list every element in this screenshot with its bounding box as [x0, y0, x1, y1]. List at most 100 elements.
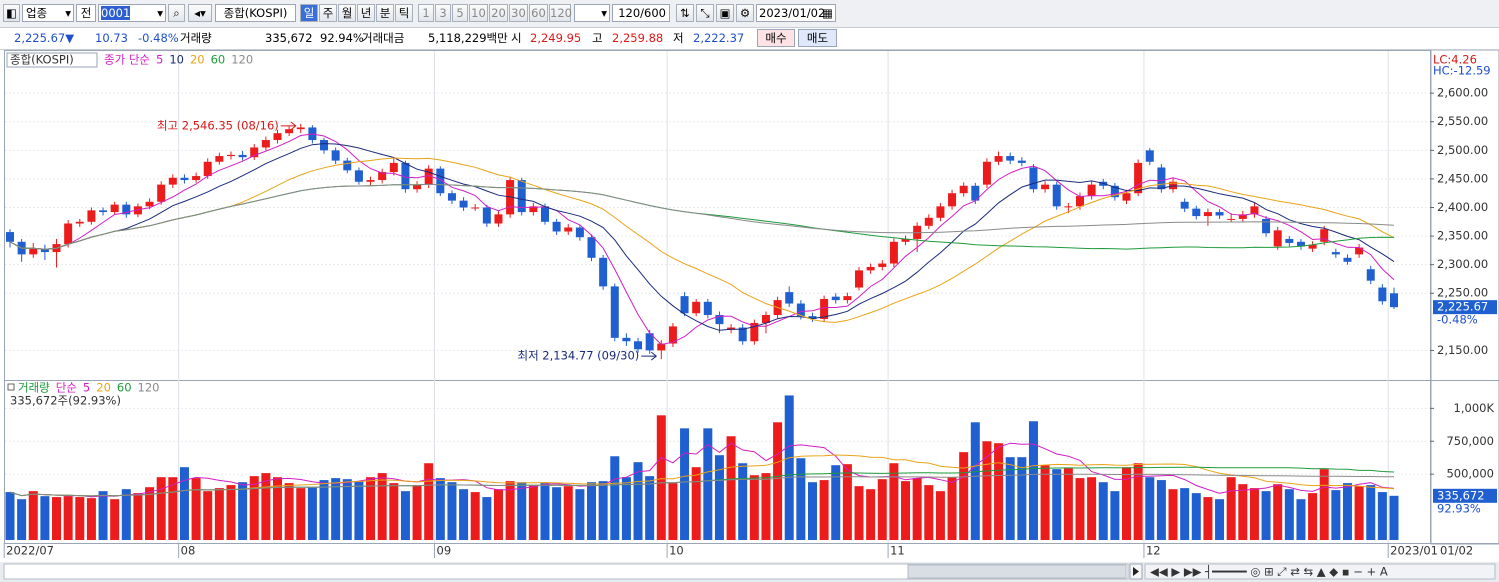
change: 10.73 — [95, 31, 128, 45]
volume-bar — [645, 476, 655, 540]
candle-body — [1017, 160, 1026, 163]
volume-bar — [1331, 490, 1341, 540]
volume-bar — [435, 478, 445, 540]
candle-body — [424, 168, 433, 185]
volume-bar — [86, 498, 96, 540]
last-volume-pct: 92.93% — [1437, 501, 1481, 515]
prefix[interactable]: 전 — [76, 4, 96, 22]
candle-body — [1227, 218, 1236, 220]
volume-bar — [52, 497, 62, 540]
scroll-track[interactable] — [3, 563, 1129, 580]
volume-bar — [261, 473, 271, 540]
candle-body — [517, 180, 526, 213]
period-button[interactable]: 틱 — [395, 4, 413, 22]
minute-button[interactable]: 3 — [435, 4, 451, 22]
candle-body — [1285, 238, 1294, 243]
candle-body — [250, 147, 259, 158]
volume-bar — [924, 485, 934, 540]
market-select[interactable]: 업종 ▾ — [22, 4, 74, 22]
candle-body — [320, 140, 329, 151]
candle-body — [1110, 185, 1119, 198]
minute-select[interactable]: ▾ — [574, 4, 610, 22]
candle-body — [727, 327, 736, 330]
volume-bar — [714, 455, 724, 540]
volume-bar — [656, 415, 666, 540]
legend-label: 단순 — [56, 381, 77, 395]
volume-bar — [319, 480, 329, 540]
date-input[interactable]: 2023/01/02 ▦ — [756, 4, 836, 22]
minute-button[interactable]: 30 — [509, 4, 528, 22]
save-icon[interactable]: ▣ — [716, 4, 734, 22]
volume-bar — [447, 482, 457, 540]
volume-pct: 92.94% — [320, 31, 364, 45]
volume-bar — [75, 497, 85, 540]
candle-body — [296, 127, 305, 130]
volume-bar — [226, 485, 236, 540]
minute-button[interactable]: 120 — [549, 4, 572, 22]
minute-button[interactable]: 1 — [418, 4, 434, 22]
minute-button[interactable]: 5 — [452, 4, 468, 22]
candle-body — [1273, 230, 1282, 247]
search-button[interactable]: ⌕ — [168, 4, 185, 22]
period-button[interactable]: 월 — [338, 4, 356, 22]
y-tick-label: 500,000 — [1446, 467, 1494, 481]
volume-bar — [1028, 421, 1038, 540]
minute-button[interactable]: 20 — [489, 4, 508, 22]
period-button[interactable]: 분 — [376, 4, 394, 22]
volume-bar — [1052, 469, 1062, 540]
candle-body — [738, 327, 747, 342]
candle-body — [843, 296, 852, 301]
volume-bar — [959, 452, 969, 540]
volume-bar — [528, 485, 538, 540]
candle-body — [1355, 247, 1364, 255]
volume-bar — [1296, 499, 1306, 540]
volume-bar — [633, 462, 643, 540]
sell-button[interactable]: 매도 — [798, 29, 837, 47]
code-input[interactable]: 0001 ▾ — [98, 4, 166, 22]
x-tick-label: 10 — [669, 544, 684, 558]
candle-body — [1250, 206, 1259, 215]
zoom-controls[interactable] — [1144, 563, 1496, 580]
candle-body — [203, 161, 212, 177]
legend-label: 종가 단순 — [104, 53, 150, 67]
volume-bar — [482, 497, 492, 540]
volume-bar — [493, 489, 503, 540]
period-button[interactable]: 일 — [300, 4, 318, 22]
volume-bar — [1063, 468, 1073, 540]
minute-button[interactable]: 10 — [469, 4, 488, 22]
volume-bar — [98, 491, 108, 540]
y-tick-label: 1,000K — [1454, 401, 1495, 415]
candle-body — [459, 200, 468, 208]
sound-button[interactable]: ◂▾ — [188, 4, 212, 22]
x-tick-label: 09 — [437, 544, 452, 558]
volume-bar — [680, 428, 690, 540]
volume-bar — [28, 491, 38, 540]
volume-bar — [517, 482, 527, 540]
volume-bar — [1261, 491, 1271, 540]
count[interactable]: 120/600 — [612, 4, 670, 22]
volume-bar — [168, 477, 178, 540]
minute-button[interactable]: 60 — [529, 4, 548, 22]
period-button[interactable]: 년 — [357, 4, 375, 22]
tool-icon[interactable]: ⇅ — [676, 4, 694, 22]
candle-body — [1192, 208, 1201, 217]
volume-bar — [1122, 467, 1132, 540]
volume-bar — [1238, 484, 1248, 540]
volume-bar — [63, 496, 73, 540]
legend-entry: 20 — [190, 53, 205, 67]
candle-body — [610, 286, 619, 338]
settings-icon[interactable]: ⚙ — [736, 4, 754, 22]
code: 0001 — [101, 6, 131, 20]
y-tick-label: 2,450.00 — [1437, 171, 1488, 185]
tool-icon[interactable]: ⤡ — [696, 4, 714, 22]
volume-bar — [1145, 477, 1155, 540]
buy-button[interactable]: 매수 — [757, 29, 795, 47]
period-button[interactable]: 주 — [319, 4, 337, 22]
menu-icon[interactable]: ◧ — [3, 4, 20, 22]
scroll-thumb[interactable] — [907, 564, 1127, 579]
y-tick-label: 2,500.00 — [1437, 143, 1488, 157]
high-note: 최고 2,546.35 (08/16) — [157, 118, 279, 132]
index-name: 종합(KOSPI) — [215, 4, 296, 22]
volume-bar — [889, 463, 899, 540]
volume-bar — [1191, 493, 1201, 540]
